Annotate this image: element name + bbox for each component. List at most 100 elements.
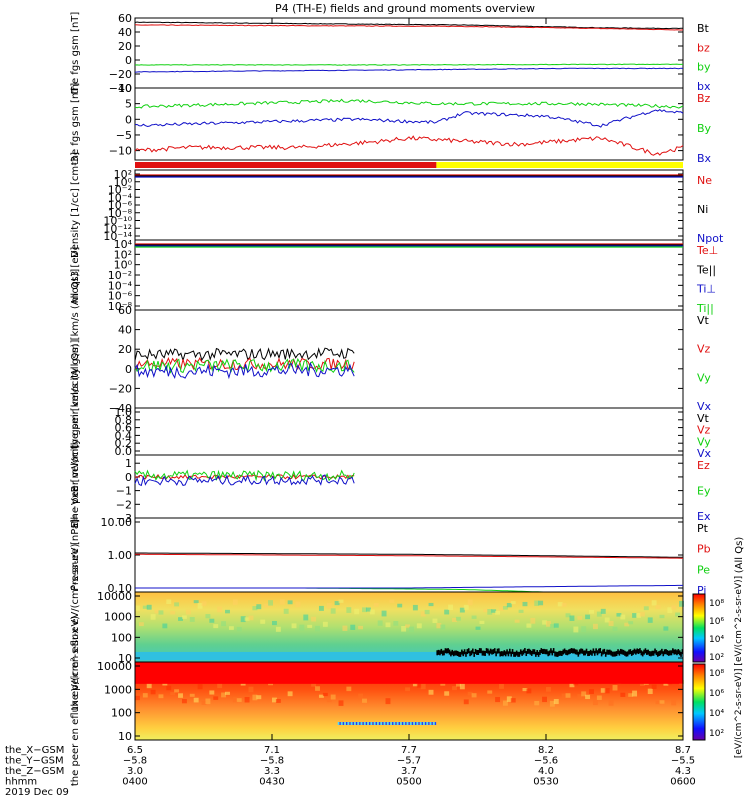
spectrogram-cell <box>581 626 587 633</box>
spectrogram-cell <box>135 605 140 611</box>
series-line-vx <box>134 361 355 380</box>
y-tick-label: 1 <box>125 457 132 470</box>
spectrogram-cell <box>405 624 410 628</box>
spectrogram-dark-cell <box>677 649 680 655</box>
x-tick-label: 0430 <box>259 777 284 788</box>
x-tick-label: 6.5 <box>127 745 143 756</box>
spectrogram-dark-cell <box>469 651 471 657</box>
y-tick-label: 100 <box>111 631 132 644</box>
spectrogram-cell <box>268 600 273 606</box>
x-tick-label: 7.1 <box>264 745 280 756</box>
spectrogram-cell <box>526 623 532 628</box>
spectrogram-cell <box>166 685 172 691</box>
spectrogram-cell <box>452 686 457 691</box>
x-row-label: hhmm <box>5 777 37 788</box>
spectrogram-cell <box>264 603 270 608</box>
spectrogram-cell <box>632 690 638 697</box>
spectrogram-cell <box>275 626 281 632</box>
x-tick-label: 4.3 <box>675 766 691 777</box>
spectrogram-cell <box>495 696 501 703</box>
spectrogram-blue-cell <box>368 722 371 725</box>
spectrogram-cell <box>279 599 285 605</box>
spectrogram-blue-cell <box>390 722 392 725</box>
spectrogram-dark-cell <box>636 648 639 654</box>
spectrogram-dark-cell <box>474 648 477 654</box>
colorbar-bottom <box>692 663 706 741</box>
spectrogram-cell <box>565 613 571 618</box>
spectrogram-cell <box>530 617 536 624</box>
spectrogram-dark-cell <box>637 649 640 655</box>
legend-pi: Pi <box>697 584 706 597</box>
spectrogram-cell <box>561 693 567 700</box>
spectrogram-dark-cell <box>513 651 515 657</box>
spectrogram-cell <box>389 599 395 603</box>
spectrogram-dark-cell <box>550 648 552 654</box>
y-tick-label: −20 <box>109 68 132 81</box>
spectrogram-cell <box>193 697 199 703</box>
spectrogram-cell <box>455 616 461 621</box>
spectrogram-cell <box>436 622 442 629</box>
spectrogram-dark-cell <box>595 648 597 654</box>
spectrogram-blue-cell <box>413 722 415 725</box>
spectrogram-cell <box>620 692 626 697</box>
x-tick-label: 7.7 <box>401 745 417 756</box>
spectrogram-cell <box>307 624 313 628</box>
spectrogram-dark-cell <box>500 651 503 657</box>
spectrogram-cell <box>170 692 176 696</box>
spectrogram-cell <box>189 617 195 622</box>
spectrogram-dark-cell <box>463 649 466 655</box>
spectrogram-blue-cell <box>396 722 399 725</box>
spectrogram-dark-cell <box>511 649 514 655</box>
spectrogram-dark-cell <box>555 651 558 657</box>
spectrogram-dark-cell <box>535 651 537 657</box>
spectrogram-cell <box>467 599 473 606</box>
spectrogram-cell <box>608 700 614 706</box>
spectrogram-dark-cell <box>441 650 444 656</box>
spectrogram-cell <box>248 615 254 621</box>
y-tick-label: 10⁰ <box>114 176 133 189</box>
spectrogram-cell <box>315 625 320 632</box>
spectrogram-dark-cell <box>598 648 600 654</box>
spectrogram-cell <box>522 601 528 607</box>
y-axis-label: the fgs gsm [nT] <box>70 12 81 95</box>
spectrogram-dark-cell <box>443 650 445 656</box>
panel-frame <box>134 169 684 241</box>
x-tick-label: −5.8 <box>123 756 147 767</box>
spectrogram-cell <box>342 625 348 631</box>
series-line-pt <box>135 552 683 558</box>
spectrogram-cell <box>510 601 516 605</box>
spectrogram-dark-cell <box>518 651 521 657</box>
legend-pt: Pt <box>697 522 709 535</box>
spectrogram-blue-cell <box>429 722 432 725</box>
spectrogram-blue-cell <box>393 722 396 725</box>
y-tick-label: 0.0 <box>115 445 133 458</box>
legend-ti: Ti⊥ <box>696 283 716 296</box>
spectrogram-cell <box>365 607 371 612</box>
spectrogram-cell <box>420 683 426 690</box>
spectrogram-dark-cell <box>603 648 606 654</box>
spectrogram-cell <box>385 622 391 628</box>
spectrogram-cell <box>205 698 211 705</box>
spectrogram-dark-band <box>436 648 684 657</box>
spectrogram-dark-cell <box>543 648 545 654</box>
spectrogram-cell <box>272 620 277 626</box>
spectrogram-cell <box>479 620 485 624</box>
spectrogram-dark-cell <box>680 651 682 657</box>
spectrogram-blue-cell <box>378 722 381 725</box>
spectrogram-dark-cell <box>644 648 647 654</box>
spectrogram-dark-cell <box>566 650 569 656</box>
spectrogram-cell <box>236 626 242 632</box>
y-tick-label: −3 <box>116 512 132 525</box>
spectrogram-dark-cell <box>596 650 599 656</box>
spectrogram-dark-cell <box>593 650 596 656</box>
spectrogram-cell <box>232 696 238 703</box>
spectrogram-dark-cell <box>519 649 522 655</box>
spectrogram-cell <box>221 692 227 698</box>
status-bar-red <box>135 162 437 168</box>
spectrogram-cell <box>181 699 187 704</box>
spectrogram-dark-cell <box>567 649 570 655</box>
spectrogram-dark-cell <box>510 651 512 657</box>
spectrogram-cell <box>428 602 434 607</box>
